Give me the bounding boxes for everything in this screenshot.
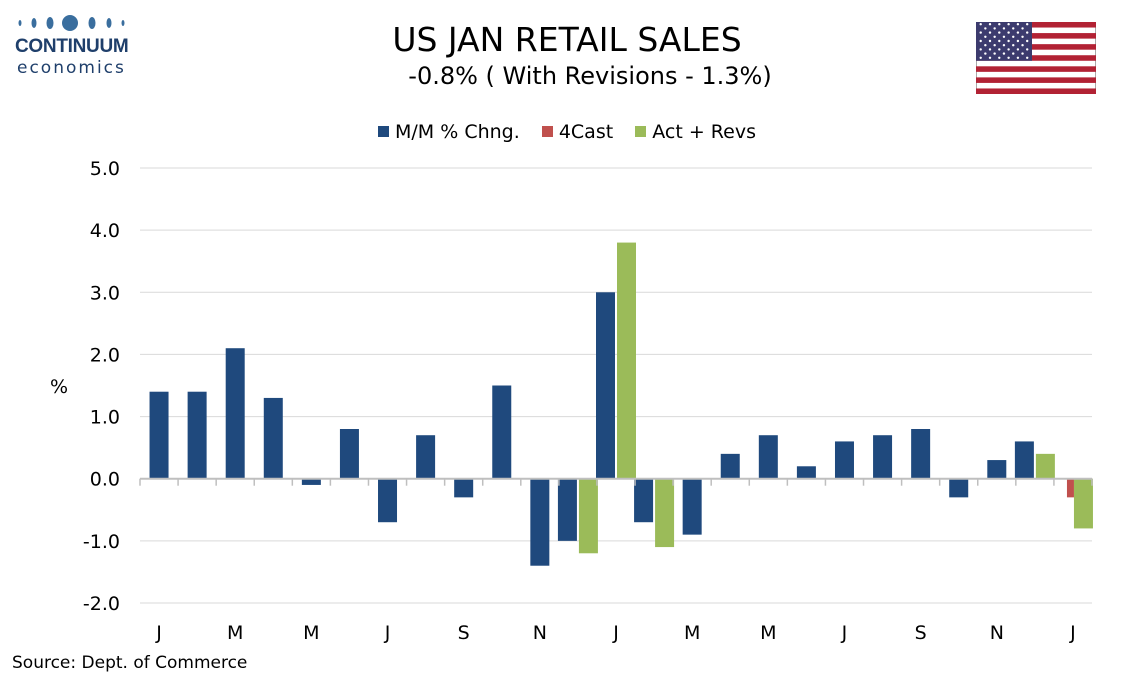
x-tick-label: J [155, 622, 162, 644]
bar-mm [873, 435, 893, 479]
bar-mm [454, 478, 474, 498]
x-tick-label: M [227, 622, 243, 644]
bar-mm [720, 453, 740, 479]
y-tick-label: 1.0 [90, 407, 120, 429]
x-tick-label: J [1069, 622, 1076, 644]
bar-mm [530, 478, 550, 566]
bar-mm [378, 478, 398, 523]
chart-legend: M/M % Chng. 4Cast Act + Revs [0, 120, 1134, 143]
legend-label-act-revs: Act + Revs [652, 120, 756, 143]
x-tick-label: N [533, 622, 547, 644]
x-tick-label: M [760, 622, 776, 644]
y-axis-label: % [50, 376, 68, 398]
bar-mm [1014, 441, 1034, 479]
x-tick-label: J [384, 622, 391, 644]
bar-mm [949, 478, 969, 498]
bar-mm [634, 478, 654, 523]
bar-mm [911, 429, 931, 479]
legend-swatch-4cast [541, 126, 553, 137]
bar-mm [987, 460, 1007, 479]
x-tick-label: M [684, 622, 700, 644]
y-tick-label: 2.0 [90, 344, 120, 366]
legend-swatch-mm [378, 126, 389, 137]
us-flag-icon [976, 22, 1096, 94]
bar-4cast [1066, 478, 1074, 498]
legend-item-mm: M/M % Chng. [378, 121, 520, 143]
logo-wordmark: CONTINUUM [15, 36, 129, 57]
x-tick-label: J [612, 622, 619, 644]
y-tick-label: 3.0 [90, 282, 120, 304]
bar-act-revs [617, 242, 636, 479]
legend-label-4cast: 4Cast [558, 120, 614, 143]
bar-mm [596, 292, 615, 479]
bar-mm [339, 429, 359, 479]
x-tick-label: S [458, 622, 470, 644]
chart-title: US JAN RETAIL SALES [392, 20, 742, 59]
x-tick-label: M [303, 622, 319, 644]
bar-mm [149, 391, 169, 479]
y-tick-label: 5.0 [90, 158, 120, 180]
bar-act-revs [578, 478, 598, 554]
x-tick-label: J [841, 622, 848, 644]
bar-mm [682, 478, 702, 535]
x-tick-label: S [915, 622, 927, 644]
y-tick-label: 4.0 [90, 220, 120, 242]
legend-item-4cast: 4Cast [541, 120, 614, 143]
y-tick-label: -2.0 [83, 593, 120, 615]
logo-subtext: economics [17, 58, 126, 78]
bar-mm [301, 478, 321, 485]
bar-act-revs [655, 478, 675, 548]
legend-item-act-revs: Act + Revs [635, 121, 756, 143]
bar-mm [834, 441, 854, 479]
bar-mm [758, 435, 778, 479]
retail-sales-bar-chart: 5.0 4.0 3.0 2.0 1.0 0.0 -1.0 -2.0% J M M J S N J M M J S N J [50, 158, 1093, 644]
bar-mm [225, 348, 245, 479]
source-note: Source: Dept. of Commerce [12, 653, 248, 673]
bar-mm [263, 397, 283, 479]
bar-act-revs [1035, 453, 1055, 479]
logo-dots-icon [18, 15, 125, 31]
chart-subtitle: -0.8% ( With Revisions - 1.3%) [408, 62, 772, 90]
legend-label-mm: M/M % Chng. [395, 120, 520, 143]
bar-mm [557, 478, 577, 541]
bar-mm [416, 435, 436, 479]
bar-mm [492, 385, 512, 479]
bar-mm [187, 391, 207, 479]
bar-mm [796, 466, 816, 479]
x-tick-label: N [990, 622, 1004, 644]
y-tick-label: -1.0 [83, 531, 120, 553]
legend-swatch-act-revs [635, 126, 647, 137]
y-tick-label: 0.0 [90, 469, 120, 491]
bar-act-revs [1073, 478, 1093, 529]
